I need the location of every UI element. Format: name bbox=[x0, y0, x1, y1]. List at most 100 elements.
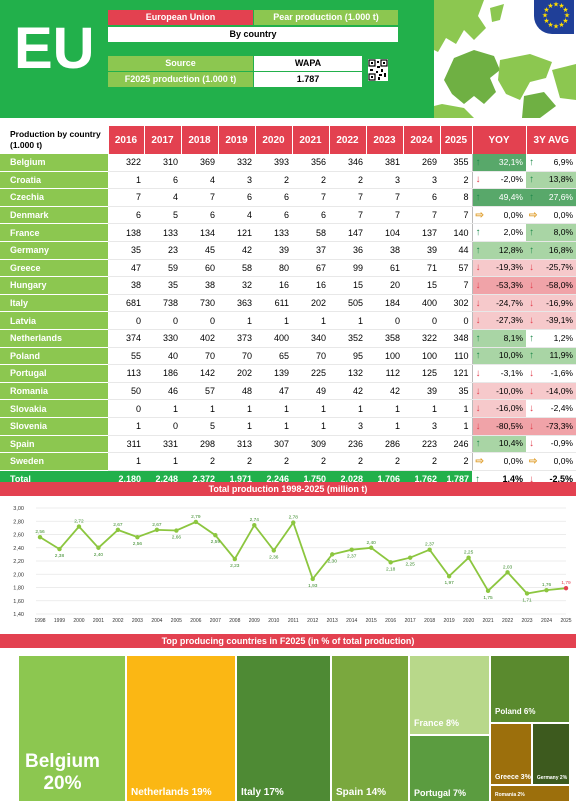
value-cell: 307 bbox=[255, 435, 292, 454]
data-point bbox=[291, 520, 296, 525]
value-cell: 225 bbox=[292, 364, 329, 383]
value-cell: 269 bbox=[403, 154, 440, 172]
value-cell: 330 bbox=[144, 329, 181, 348]
value-cell: 298 bbox=[181, 435, 218, 454]
year-header: 2019 bbox=[217, 126, 255, 154]
treemap-tile: Poland 6% bbox=[490, 655, 570, 723]
data-point bbox=[505, 570, 510, 575]
qr-code-icon[interactable] bbox=[368, 59, 388, 81]
year-header: 2025 bbox=[439, 126, 472, 154]
yoy-cell: ↓ -19,3% bbox=[472, 259, 526, 278]
value-cell: 113 bbox=[108, 364, 144, 383]
x-tick-label: 2007 bbox=[210, 618, 221, 624]
data-point bbox=[368, 545, 374, 550]
value-cell: 1 bbox=[440, 399, 473, 418]
table-row: Hungary 38 35 38 32 16 16 15 20 15 7 ↓ -53,3% ↓ -58,0% bbox=[0, 276, 576, 295]
arrow-up-icon: ↑ bbox=[529, 350, 534, 362]
avg-value: 8,0% bbox=[553, 227, 573, 238]
avg-cell: ↑ 16,8% bbox=[526, 241, 576, 260]
value-cell: 2 bbox=[366, 452, 403, 471]
yoy-cell: ⇨ 0,0% bbox=[472, 206, 526, 225]
region-code: EU bbox=[14, 16, 95, 81]
country-name: Slovakia bbox=[0, 399, 108, 418]
data-label: 1,79 bbox=[561, 580, 571, 586]
total-production-line-chart: 3,00 2,80 2,60 2,40 2,20 2,00 1,80 1,60 1,40 1998… bbox=[13, 506, 571, 624]
avg-cell: ↓ -2,4% bbox=[526, 399, 576, 418]
data-label: 2,72 bbox=[74, 519, 84, 525]
forecast-label: F2025 production (1.000 t) bbox=[108, 72, 253, 87]
x-tick-label: 2004 bbox=[151, 618, 162, 624]
data-label: 1,75 bbox=[483, 595, 493, 601]
value-cell: 0 bbox=[366, 311, 403, 330]
country-name: Sweden bbox=[0, 452, 108, 471]
yoy-value: 49,4% bbox=[498, 191, 523, 202]
yoy-cell: ↓ -80,5% bbox=[472, 417, 526, 436]
year-header: 2024 bbox=[402, 126, 440, 154]
eu-flag-star: ★ bbox=[562, 6, 568, 14]
yoy-value: 12,8% bbox=[498, 244, 523, 255]
avg-value: -39,1% bbox=[546, 315, 573, 326]
treemap-tile: Netherlands 19% bbox=[126, 655, 236, 802]
yoy-value: -2,0% bbox=[500, 174, 523, 185]
table-row: Croatia 1 6 4 3 2 2 2 3 3 2 ↓ -2,0% ↑ 13,8% bbox=[0, 171, 576, 190]
x-tick-label: 2005 bbox=[171, 618, 182, 624]
arrow-up-icon: ↑ bbox=[475, 473, 480, 485]
arrow-down-icon: ↓ bbox=[529, 438, 534, 450]
country-name: Denmark bbox=[0, 206, 108, 225]
arrow-up-icon: ↑ bbox=[475, 227, 481, 239]
year-header: 2023 bbox=[365, 126, 403, 154]
x-tick-label: 2018 bbox=[424, 618, 435, 624]
x-tick-label: 2013 bbox=[327, 618, 338, 624]
treemap-tile: France 8% bbox=[409, 655, 490, 735]
treemap-tile: Germany 2% bbox=[532, 723, 570, 785]
table-row: Greece 47 59 60 58 80 67 99 61 71 57 ↓ -19,3% ↓ -25,7% bbox=[0, 259, 576, 278]
table-row: Netherlands 374 330 402 373 400 340 352 358 322 34… bbox=[0, 329, 576, 348]
value-cell: 138 bbox=[108, 223, 144, 242]
country-name: Belgium bbox=[0, 154, 108, 172]
yoy-value: -24,7% bbox=[496, 297, 523, 308]
value-cell: 23 bbox=[144, 241, 181, 260]
forecast-value: 1.787 bbox=[254, 72, 362, 87]
avg-cell: ↑ 6,9% bbox=[526, 154, 576, 172]
value-cell: 7 bbox=[329, 188, 366, 207]
value-cell: 186 bbox=[144, 364, 181, 383]
yoy-cell: ↓ -53,3% bbox=[472, 276, 526, 295]
arrow-up-icon: ↑ bbox=[475, 332, 481, 344]
yoy-cell: ↓ -16,0% bbox=[472, 399, 526, 418]
value-cell: 134 bbox=[181, 223, 218, 242]
data-label: 2,25 bbox=[405, 562, 415, 568]
value-cell: 311 bbox=[108, 435, 144, 454]
value-cell: 133 bbox=[144, 223, 181, 242]
avg-cell: ↓ -0,9% bbox=[526, 435, 576, 454]
treemap-tile: Belgium 20% bbox=[18, 655, 126, 802]
value-cell: 355 bbox=[440, 154, 473, 172]
value-cell: 112 bbox=[366, 364, 403, 383]
source-label: Source bbox=[108, 56, 253, 71]
value-cell: 302 bbox=[440, 294, 473, 313]
value-cell: 4 bbox=[181, 171, 218, 190]
country-name: Spain bbox=[0, 435, 108, 454]
treemap-tile: Italy 17% bbox=[236, 655, 331, 802]
country-name: Slovenia bbox=[0, 417, 108, 436]
value-cell: 48 bbox=[218, 382, 255, 401]
value-cell: 60 bbox=[181, 259, 218, 278]
value-cell: 331 bbox=[144, 435, 181, 454]
x-tick-label: 2002 bbox=[112, 618, 123, 624]
value-cell: 7 bbox=[366, 188, 403, 207]
x-tick-label: 1998 bbox=[34, 618, 45, 624]
avg-cell: ↑ 13,8% bbox=[526, 171, 576, 190]
source-value: WAPA bbox=[254, 56, 362, 71]
series-line bbox=[39, 520, 567, 595]
avg-cell: ↓ -25,7% bbox=[526, 259, 576, 278]
treemap-tile: Romania 2% bbox=[490, 785, 570, 802]
value-cell: 70 bbox=[181, 347, 218, 366]
avg-value: -2,4% bbox=[550, 403, 573, 414]
table-row: Germany 35 23 45 42 39 37 36 38 39 44 ↑ 12,8% ↑ 16,8% bbox=[0, 241, 576, 260]
yoy-cell: ↑ 10,0% bbox=[472, 347, 526, 366]
x-tick-label: 2008 bbox=[229, 618, 240, 624]
arrow-down-icon: ↓ bbox=[475, 403, 481, 415]
data-label: 2,30 bbox=[328, 558, 338, 564]
country-name: Latvia bbox=[0, 311, 108, 330]
value-cell: 57 bbox=[181, 382, 218, 401]
x-tick-label: 2025 bbox=[560, 618, 571, 624]
